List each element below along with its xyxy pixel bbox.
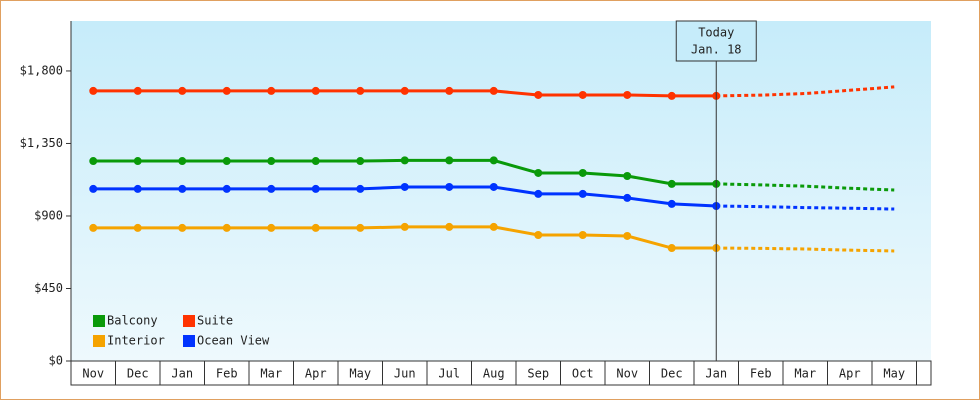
price-point [89, 157, 98, 166]
y-tick-label: $450 [34, 281, 63, 295]
price-point [445, 182, 454, 191]
price-point [89, 86, 98, 95]
forecast-line [716, 246, 895, 253]
price-point [356, 157, 365, 166]
price-point [133, 184, 142, 193]
legend-swatch [183, 315, 195, 327]
price-point [311, 184, 320, 193]
price-point [356, 86, 365, 95]
x-tick-label: Dec [661, 367, 683, 381]
price-point [178, 86, 187, 95]
x-axis-strip [70, 360, 932, 386]
price-point [578, 230, 587, 239]
price-point [267, 86, 276, 95]
price-point [400, 182, 409, 191]
price-point [667, 179, 676, 188]
today-label: Jan. 18 [691, 43, 742, 57]
x-tick-label: May [349, 367, 371, 381]
price-point [133, 157, 142, 166]
x-tick-label: Apr [839, 367, 861, 381]
price-point [534, 90, 543, 99]
price-point [534, 168, 543, 177]
price-point [311, 157, 320, 166]
price-point [534, 189, 543, 198]
price-point [267, 184, 276, 193]
legend-swatch [93, 335, 105, 347]
price-point [222, 223, 231, 232]
price-point [400, 156, 409, 165]
price-point [89, 223, 98, 232]
forecast-line [716, 204, 895, 211]
y-tick-label: $1,800 [20, 63, 63, 77]
x-tick-label: Jan [705, 367, 727, 381]
price-point [578, 90, 587, 99]
y-tick-label: $0 [49, 354, 63, 368]
y-tick-label: $1,350 [20, 136, 63, 150]
x-tick-label: Jul [438, 367, 460, 381]
y-tick-label: $900 [34, 208, 63, 222]
price-point [400, 222, 409, 231]
legend-label: Interior [107, 334, 165, 348]
price-point [267, 157, 276, 166]
x-tick-label: Nov [616, 367, 638, 381]
x-tick-label: Sep [527, 367, 549, 381]
price-point [356, 223, 365, 232]
legend-label: Balcony [107, 314, 158, 328]
price-point [489, 86, 498, 95]
price-point [178, 223, 187, 232]
today-label: Today [698, 26, 734, 40]
price-point [222, 184, 231, 193]
price-point [356, 184, 365, 193]
x-tick-label: Nov [82, 367, 104, 381]
price-point [623, 231, 632, 240]
price-point [445, 86, 454, 95]
x-tick-label: Apr [305, 367, 327, 381]
price-point [89, 184, 98, 193]
price-point [489, 156, 498, 165]
price-point [445, 156, 454, 165]
x-tick-label: Jan [171, 367, 193, 381]
forecast-line [716, 182, 895, 192]
x-tick-label: Mar [794, 367, 816, 381]
x-tick-label: Feb [216, 367, 238, 381]
price-point [578, 189, 587, 198]
price-point [222, 86, 231, 95]
x-tick-label: Mar [260, 367, 282, 381]
x-tick-label: Oct [572, 367, 594, 381]
price-point [489, 182, 498, 191]
price-point [178, 184, 187, 193]
price-point [178, 157, 187, 166]
legend-label: Suite [197, 314, 233, 328]
price-point [400, 86, 409, 95]
price-point [623, 172, 632, 181]
price-point [489, 222, 498, 231]
x-tick-label: Jun [394, 367, 416, 381]
price-point [133, 223, 142, 232]
price-point [667, 91, 676, 100]
price-point [222, 157, 231, 166]
price-point [667, 199, 676, 208]
price-point [623, 90, 632, 99]
x-tick-label: Aug [483, 367, 505, 381]
x-tick-label: Feb [750, 367, 772, 381]
legend-swatch [93, 315, 105, 327]
price-point [445, 222, 454, 231]
forecast-line [716, 85, 895, 98]
price-point [578, 168, 587, 177]
x-tick-label: May [883, 367, 905, 381]
plot-area [71, 21, 931, 361]
x-tick-label: Dec [127, 367, 149, 381]
price-point [311, 86, 320, 95]
today-box [675, 20, 757, 62]
price-point [133, 86, 142, 95]
price-point [534, 230, 543, 239]
legend-label: Ocean View [197, 334, 270, 348]
price-point [623, 193, 632, 202]
price-point [267, 223, 276, 232]
legend-swatch [183, 335, 195, 347]
price-point [311, 223, 320, 232]
price-point [667, 244, 676, 253]
